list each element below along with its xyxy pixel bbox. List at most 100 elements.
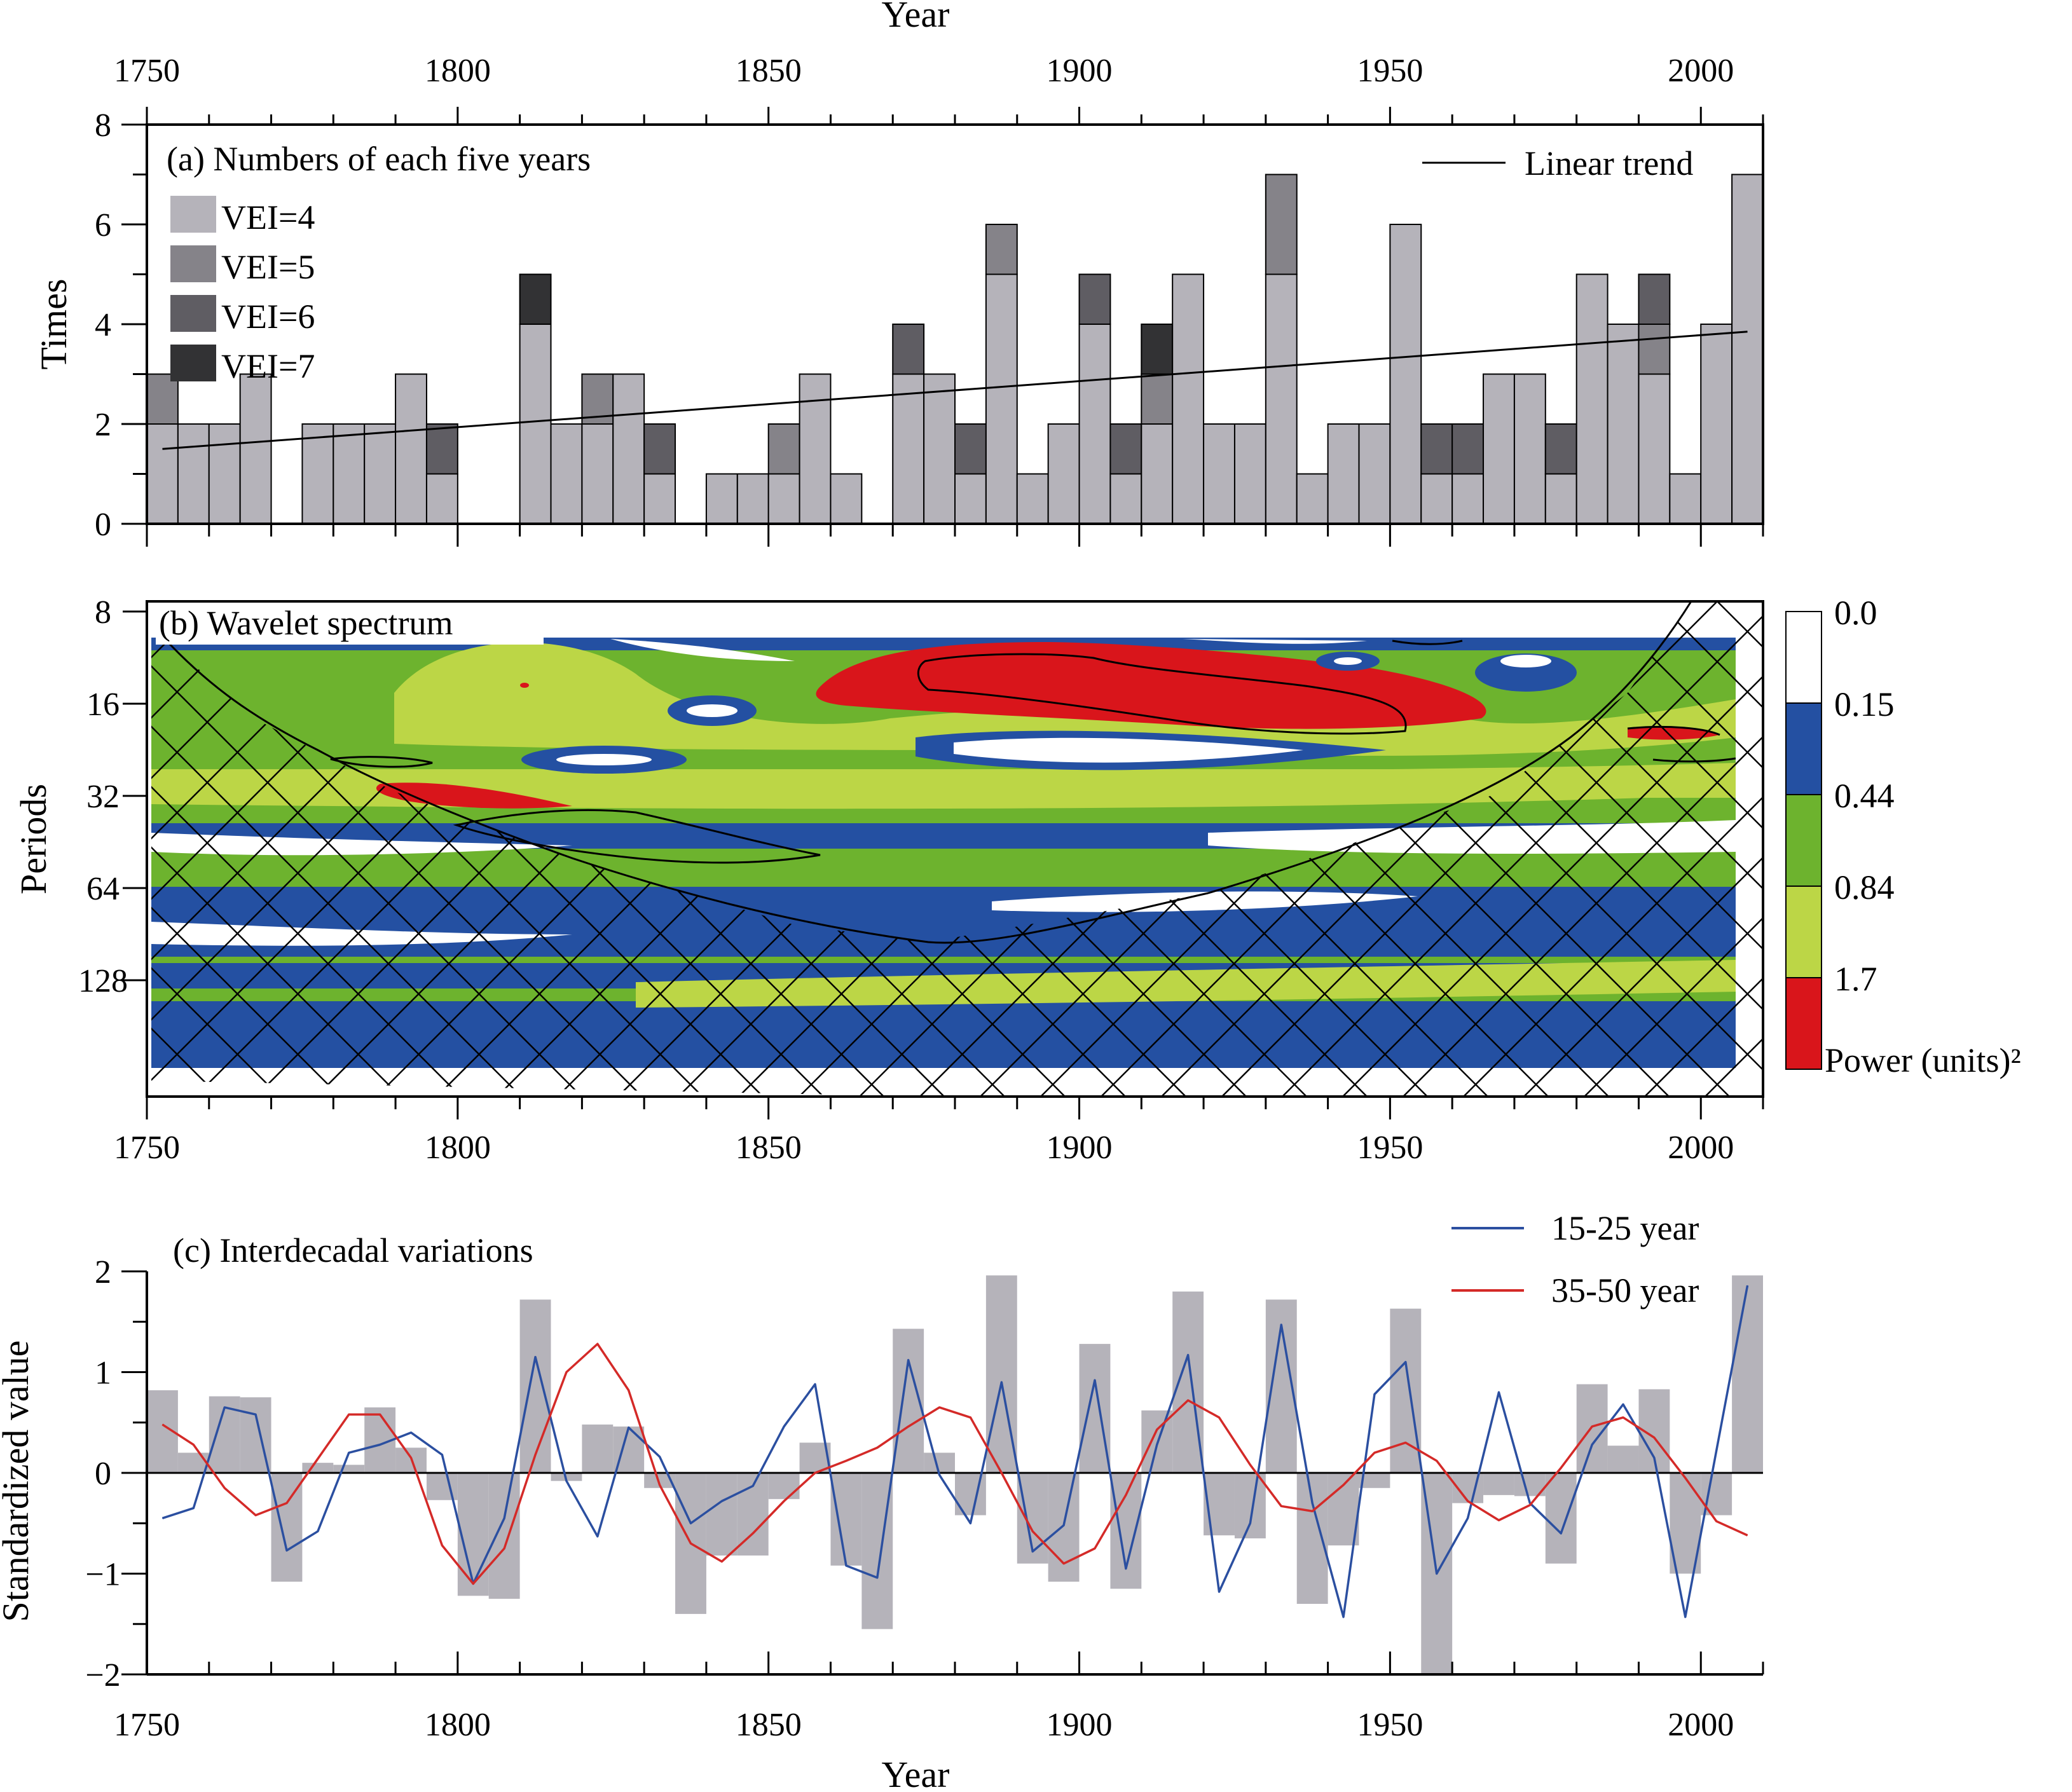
- hatch-line: [1870, 601, 2072, 1173]
- hatch-line: [1930, 601, 2072, 1173]
- bar-c-1987.5: [1607, 1446, 1639, 1473]
- y-axis-title-b: Periods: [13, 784, 54, 894]
- colorbar-tick-label-4: 1.7: [1834, 960, 1877, 998]
- series-point-35-50 year: [441, 1545, 443, 1546]
- top-tick-label-1900: 1900: [1046, 53, 1113, 89]
- colorbar-segment-1: [1785, 702, 1822, 795]
- colorbar: 0.0 0.15 0.44 0.84 1.7: [1785, 594, 1895, 1070]
- bar-a-1870-vei6: [892, 324, 925, 375]
- series-point-35-50 year: [348, 1414, 350, 1415]
- bar-a-1905-vei4: [1109, 473, 1142, 524]
- series-point-35-50 year: [1436, 1460, 1437, 1461]
- legend-label-35-50: 35-50 year: [1551, 1271, 1699, 1310]
- bar-a-1960-vei4: [1451, 473, 1485, 524]
- bar-a-1825-vei4: [612, 373, 645, 524]
- top-tick-label-1850: 1850: [736, 53, 802, 89]
- bar-a-1965-vei4: [1483, 373, 1515, 524]
- hatch-line: [1507, 601, 1763, 1097]
- bar-c-1967.5: [1483, 1473, 1514, 1495]
- panel-b-title-bg: [156, 605, 544, 645]
- series-point-35-50 year: [1094, 1548, 1095, 1549]
- series-point-15-25 year: [441, 1454, 443, 1455]
- series-point-15-25 year: [1001, 1381, 1002, 1383]
- series-point-15-25 year: [1467, 1517, 1469, 1519]
- series-point-15-25 year: [504, 1517, 505, 1519]
- panel-a-title: (a) Numbers of each five years: [167, 140, 591, 178]
- hatch-line: [1446, 601, 1763, 1097]
- hatch-line: [1567, 601, 1763, 1097]
- bar-c-1907.5: [1110, 1473, 1142, 1589]
- colorbar-segment-4: [1785, 977, 1822, 1070]
- bar-a-1790-vei4: [395, 373, 427, 524]
- legend-label-vei6: VEI=6: [221, 298, 315, 336]
- hatch-line: [1386, 601, 1763, 1097]
- bar-a-1925-vei4: [1233, 423, 1266, 524]
- hatch-line: [1656, 601, 1763, 1097]
- series-point-35-50 year: [1156, 1429, 1158, 1430]
- bar-a-1750-vei5: [147, 373, 179, 425]
- bottom-tick-label-b-1900: 1900: [1046, 1130, 1113, 1166]
- series-point-35-50 year: [161, 1424, 163, 1425]
- bar-a-1780-vei4: [333, 423, 366, 524]
- trend-line: [162, 331, 1748, 450]
- series-point-35-50 year: [659, 1484, 661, 1486]
- lines-c: [161, 1285, 1749, 1618]
- panel-b-title: (b) Wavelet spectrum: [159, 604, 453, 642]
- bar-a-1910-vei5: [1141, 373, 1174, 425]
- bar-c-1802.5: [457, 1473, 489, 1596]
- series-point-35-50 year: [317, 1458, 319, 1460]
- bar-c-1927.5: [1234, 1473, 1266, 1539]
- colorbar-segment-3: [1785, 886, 1822, 978]
- hatch-line: [151, 601, 357, 1097]
- bar-c-1772.5: [271, 1473, 303, 1582]
- y-tick-label-a-4: 4: [95, 307, 111, 343]
- bar-c-1902.5: [1079, 1344, 1111, 1473]
- bar-c-1777.5: [302, 1463, 334, 1473]
- series-point-15-25 year: [690, 1522, 691, 1524]
- bar-a-1970-vei4: [1513, 373, 1546, 524]
- bar-a-1860-vei4: [830, 473, 863, 524]
- y-tick-label-c-1: 1: [95, 1355, 111, 1392]
- legend-label-vei5: VEI=5: [221, 248, 315, 286]
- bar-c-1782.5: [333, 1465, 365, 1473]
- bar-a-1880-vei4: [954, 473, 987, 524]
- y-axis-title-a: Times: [33, 279, 74, 370]
- y-tick-label-a-0: 0: [95, 507, 111, 543]
- y-axis-title-c: Standardized value: [0, 1341, 36, 1622]
- hatch-line: [151, 601, 659, 1097]
- bar-a-1990-vei6: [1638, 273, 1671, 325]
- top-tick-label-1750: 1750: [114, 53, 180, 89]
- series-point-15-25 year: [628, 1427, 629, 1428]
- series-point-15-25 year: [1591, 1444, 1593, 1446]
- bar-c-1862.5: [830, 1473, 862, 1566]
- legend-swatch-vei5: [170, 245, 216, 282]
- series-point-15-25 year: [161, 1517, 163, 1519]
- y-axis-a: 0 2 4 6 8: [95, 107, 1764, 547]
- y-tick-label-b-8: 8: [95, 594, 111, 631]
- y-tick-label-b-32: 32: [86, 779, 120, 815]
- bar-c-1832.5: [644, 1473, 676, 1488]
- bar-c-1812.5: [519, 1299, 551, 1473]
- bar-a-1755-vei4: [177, 423, 210, 524]
- bar-a-1750-vei4: [147, 423, 179, 524]
- hatch-line: [151, 601, 297, 1097]
- series-point-35-50 year: [1405, 1442, 1406, 1443]
- bar-a-1975-vei6: [1544, 423, 1577, 475]
- panel-c: −2 −1 0 1 2 1750 1800 1850 1900 1950 2000 (c) Inte…: [0, 1209, 1764, 1792]
- bar-a-1990-vei5: [1638, 324, 1671, 375]
- colorbar-tick-label-3: 0.84: [1834, 868, 1895, 906]
- panel-c-title: (c) Interdecadal variations: [173, 1231, 533, 1269]
- legend-label-vei7: VEI=7: [221, 347, 315, 385]
- series-point-35-50 year: [908, 1426, 909, 1427]
- colorbar-segment-2: [1785, 794, 1822, 887]
- bar-c-1977.5: [1545, 1473, 1577, 1564]
- bottom-tick-label-b-1800: 1800: [425, 1130, 491, 1166]
- panel-a: Year 1750 1800 1850 1900 1950 2000 0 2 4 6 8 (a) …: [33, 0, 1764, 547]
- bar-a-1950-vei4: [1389, 224, 1422, 524]
- bar-a-1995-vei4: [1669, 473, 1702, 524]
- series-point-15-25 year: [1156, 1444, 1158, 1446]
- series-point-15-25 year: [814, 1384, 816, 1385]
- bar-a-1810-vei7: [519, 273, 552, 325]
- hatch-line: [1991, 601, 2072, 1173]
